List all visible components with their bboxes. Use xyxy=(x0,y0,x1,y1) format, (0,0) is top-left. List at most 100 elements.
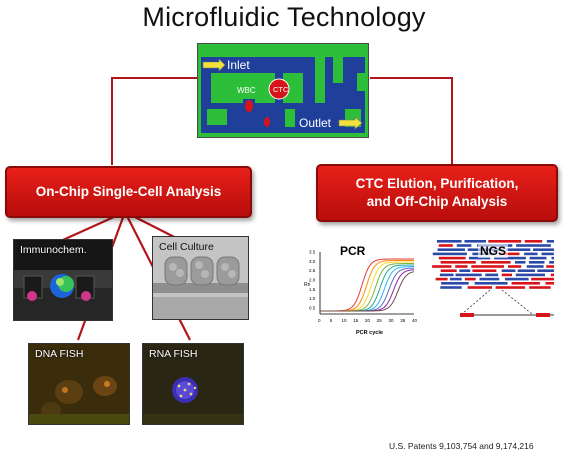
inlet-label: Inlet xyxy=(227,58,250,72)
ngs-read xyxy=(516,244,551,247)
ngs-read xyxy=(467,286,492,289)
ngs-read xyxy=(506,248,531,251)
ngs-read xyxy=(537,269,554,272)
ngs-read xyxy=(441,282,469,285)
pcr-y-axis-label: Rn xyxy=(304,282,311,288)
ngs-read xyxy=(456,244,472,247)
ngs-read xyxy=(481,261,511,264)
outlet-label: Outlet xyxy=(299,116,332,130)
ngs-panel: NGS xyxy=(432,238,556,334)
pcr-amplification-curve xyxy=(320,269,415,312)
ngs-read xyxy=(551,256,554,260)
wbc-label: WBC xyxy=(237,86,256,95)
ngs-read xyxy=(541,252,554,256)
ngs-read xyxy=(511,282,540,285)
pcr-x-tick: 30 xyxy=(389,318,395,323)
ngs-read xyxy=(499,252,520,256)
ctc-cell-icon xyxy=(268,78,290,100)
inlet-arrow-icon xyxy=(202,58,226,72)
pcr-y-tick: 0.5 xyxy=(309,306,316,311)
pcr-label: PCR xyxy=(340,244,366,258)
pcr-amplification-curve xyxy=(320,271,415,312)
dna-fish-label: DNA FISH xyxy=(35,348,84,360)
ngs-read xyxy=(501,269,516,272)
pcr-y-tick: 1.5 xyxy=(309,287,316,292)
on-chip-analysis-box: On-Chip Single-Cell Analysis xyxy=(5,166,252,218)
ngs-read xyxy=(440,286,462,289)
ngs-read xyxy=(504,277,529,281)
ngs-read xyxy=(494,256,526,260)
pcr-x-tick: 5 xyxy=(330,318,333,323)
ngs-read xyxy=(526,265,544,268)
pcr-amplification-curve xyxy=(320,267,414,312)
ngs-read xyxy=(488,240,522,243)
ngs-read xyxy=(449,277,462,281)
pcr-y-tick: 2.0 xyxy=(309,278,316,283)
ngs-read xyxy=(455,265,468,268)
ngs-read xyxy=(514,261,526,264)
pcr-x-tick: 15 xyxy=(353,318,359,323)
ngs-read xyxy=(517,269,535,272)
ngs-read xyxy=(479,277,500,281)
ngs-read xyxy=(471,265,504,268)
off-chip-analysis-box: CTC Elution, Purification, and Off-Chip … xyxy=(316,164,558,222)
ngs-read xyxy=(529,286,551,289)
pcr-panel: PCR 0 5 10 15 20 25 30 35 40 0.5 1.0 1.5 2.0 2.5 3.0 3.… xyxy=(300,242,418,339)
ngs-read xyxy=(464,277,476,281)
off-chip-analysis-line1: CTC Elution, Purification, xyxy=(355,175,519,191)
ngs-read xyxy=(474,282,508,285)
ngs-read xyxy=(455,273,482,277)
pcr-x-tick: 25 xyxy=(377,318,383,323)
pcr-x-tick: 10 xyxy=(342,318,348,323)
dna-fish-image: DNA FISH xyxy=(28,343,130,425)
ngs-read xyxy=(546,240,554,243)
diagram-title: Microfluidic Technology xyxy=(142,2,426,32)
patent-note: U.S. Patents 9,103,754 and 9,174,216 xyxy=(389,441,534,451)
microfluidic-chip: Inlet WBC CTC Outlet xyxy=(197,43,369,138)
rna-fish-micrograph xyxy=(143,344,243,424)
pcr-y-tick: 3.5 xyxy=(309,250,316,255)
ngs-read xyxy=(524,240,543,243)
immunochem-image: Immunochem. xyxy=(13,239,113,321)
pcr-x-tick: 40 xyxy=(412,318,418,323)
ngs-read-alignment xyxy=(432,240,554,317)
ngs-read xyxy=(436,240,462,243)
cell-culture-image: Cell Culture xyxy=(152,236,249,320)
ngs-read xyxy=(440,261,476,264)
ngs-read xyxy=(438,244,453,247)
wbc-cell-icon xyxy=(245,100,253,112)
ngs-read xyxy=(468,256,491,260)
ngs-read xyxy=(437,248,465,251)
ngs-read xyxy=(529,256,547,260)
ngs-read xyxy=(533,248,554,251)
cell-icon xyxy=(264,117,270,127)
pcr-amplification-curve xyxy=(320,266,414,312)
rna-fish-label: RNA FISH xyxy=(149,348,198,360)
cell-culture-micrograph xyxy=(153,237,248,319)
ngs-read xyxy=(545,282,554,285)
pcr-x-tick: 35 xyxy=(400,318,406,323)
ngs-read xyxy=(432,252,467,256)
ngs-read xyxy=(439,273,454,277)
ngs-read xyxy=(507,265,522,268)
pcr-y-tick: 1.0 xyxy=(309,296,316,301)
outlet-arrow-icon xyxy=(338,116,363,130)
ngs-label: NGS xyxy=(478,244,509,258)
pcr-chart: 0 5 10 15 20 25 30 35 40 0.5 1.0 1.5 2.0 2.5 3.0 3.5 Rn… xyxy=(304,250,418,337)
on-chip-analysis-label: On-Chip Single-Cell Analysis xyxy=(35,183,222,199)
pcr-y-tick: 3.0 xyxy=(309,259,316,264)
rna-fish-image: RNA FISH xyxy=(142,343,244,425)
ngs-read xyxy=(440,269,457,272)
ngs-read xyxy=(528,261,545,264)
ngs-read xyxy=(464,240,486,243)
ngs-read xyxy=(549,261,554,264)
ngs-read xyxy=(485,273,499,277)
ngs-read xyxy=(438,256,466,260)
pcr-x-tick: 20 xyxy=(365,318,371,323)
ngs-read xyxy=(524,252,538,256)
dna-fish-micrograph xyxy=(29,344,129,424)
ngs-read xyxy=(495,286,526,289)
ngs-read xyxy=(531,277,554,281)
pcr-x-axis-label: PCR cycle xyxy=(356,330,383,336)
pcr-y-tick: 2.5 xyxy=(309,268,316,273)
